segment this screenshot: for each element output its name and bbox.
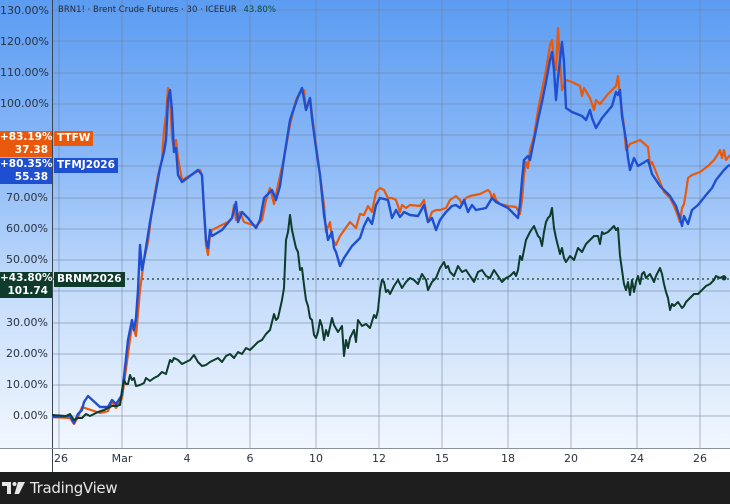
series-label-brnm2026[interactable]: BRNM2026: [54, 272, 125, 287]
series-line-ttfw[interactable]: [51, 26, 730, 426]
brnm-price: 101.74: [7, 285, 48, 297]
chart-area[interactable]: BRN1! · Brent Crude Futures · 30 · ICEEU…: [0, 0, 730, 472]
ttfw-pct: +83.19%: [0, 131, 53, 143]
x-tick-26: 26: [693, 452, 707, 465]
series-label-tfmj2026[interactable]: TFMJ2026: [54, 158, 118, 173]
vertical-gridlines: [58, 0, 701, 448]
x-tick-4: 4: [183, 452, 191, 465]
series-label-ttfw[interactable]: TTFW: [54, 131, 94, 146]
symbol-description: BRN1! · Brent Crude Futures · 30 · ICEEU…: [58, 5, 237, 15]
x-tick-15: 15: [435, 452, 449, 465]
last-point-marker: [721, 275, 727, 281]
chart-canvas[interactable]: [0, 0, 730, 472]
tfmj-pct: +80.35%: [0, 158, 53, 170]
y-tick-110: 110.00%: [0, 66, 49, 79]
chart-legend-title[interactable]: BRN1! · Brent Crude Futures · 30 · ICEEU…: [58, 5, 276, 15]
x-tick-10: 10: [309, 452, 323, 465]
price-box-ttfw: +83.19% 37.38: [0, 131, 53, 157]
tradingview-brand-text: TradingView: [30, 479, 118, 497]
x-tick-mar: Mar: [111, 452, 133, 465]
x-tick-12: 12: [372, 452, 386, 465]
series-line-brnm2026[interactable]: [51, 207, 727, 421]
x-tick-24: 24: [630, 452, 644, 465]
ttfw-price: 37.38: [14, 144, 48, 156]
y-tick-10: 10.00%: [6, 378, 48, 391]
y-tick-120: 120.00%: [0, 35, 49, 48]
tradingview-logo[interactable]: TradingView: [2, 479, 118, 497]
tfmj-price: 55.38: [14, 171, 48, 183]
footer-bar: TradingView: [0, 472, 730, 504]
y-tick-50: 50.00%: [6, 253, 48, 266]
x-tick-18: 18: [501, 452, 515, 465]
symbol-change: 43.80%: [243, 5, 276, 15]
y-tick-0: 0.00%: [13, 409, 48, 422]
y-tick-100: 100.00%: [0, 97, 49, 110]
x-tick-6: 6: [246, 452, 254, 465]
x-tick-20: 20: [564, 452, 578, 465]
y-tick-70: 70.00%: [6, 191, 48, 204]
brnm-pct: +43.80%: [0, 272, 53, 284]
price-box-tfmj2026: +80.35% 55.38: [0, 158, 53, 184]
y-tick-20: 20.00%: [6, 347, 48, 360]
series-line-tfmj2026[interactable]: [51, 40, 730, 425]
y-tick-130: 130.00%: [0, 4, 49, 17]
y-tick-60: 60.00%: [6, 222, 48, 235]
x-tick-feb26: 26: [54, 452, 68, 465]
y-tick-30: 30.00%: [6, 316, 48, 329]
tradingview-logo-icon: [2, 482, 25, 494]
price-box-brnm2026: +43.80% 101.74: [0, 272, 53, 298]
